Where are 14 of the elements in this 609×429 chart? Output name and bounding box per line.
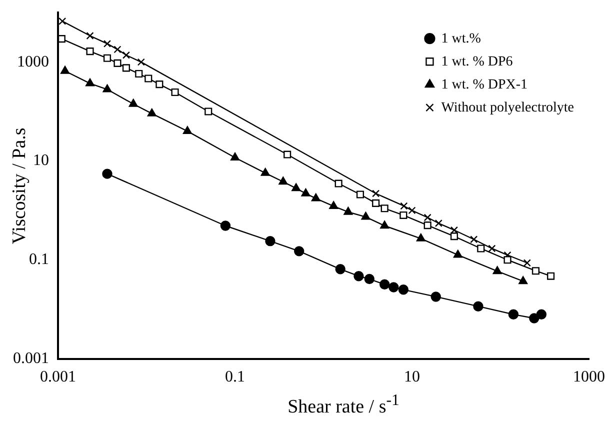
y-tick-label: 1000 [17,53,49,70]
y-axis-title: Viscosity / Pa.s [9,128,30,244]
x-tick-label: 10 [404,368,420,386]
y-tick-label: 0.001 [13,350,49,368]
y-tick-label: 10 [33,152,49,170]
legend-label: 1 wt. % DPX-1 [441,77,528,92]
x-tick-label: 0.001 [40,368,76,386]
y-tick-label: 0.1 [29,251,49,268]
x-tick-label: 0.1 [225,368,245,386]
x-tick-label: 1000 [573,368,605,386]
legend-label: 1 wt. % DP6 [441,54,513,70]
x-axis-title: Shear rate / s$^{-1}$ [286,392,400,418]
legend-label: Without polyelectrolyte [441,100,574,116]
legend-label: 1 wt.% [441,31,482,46]
